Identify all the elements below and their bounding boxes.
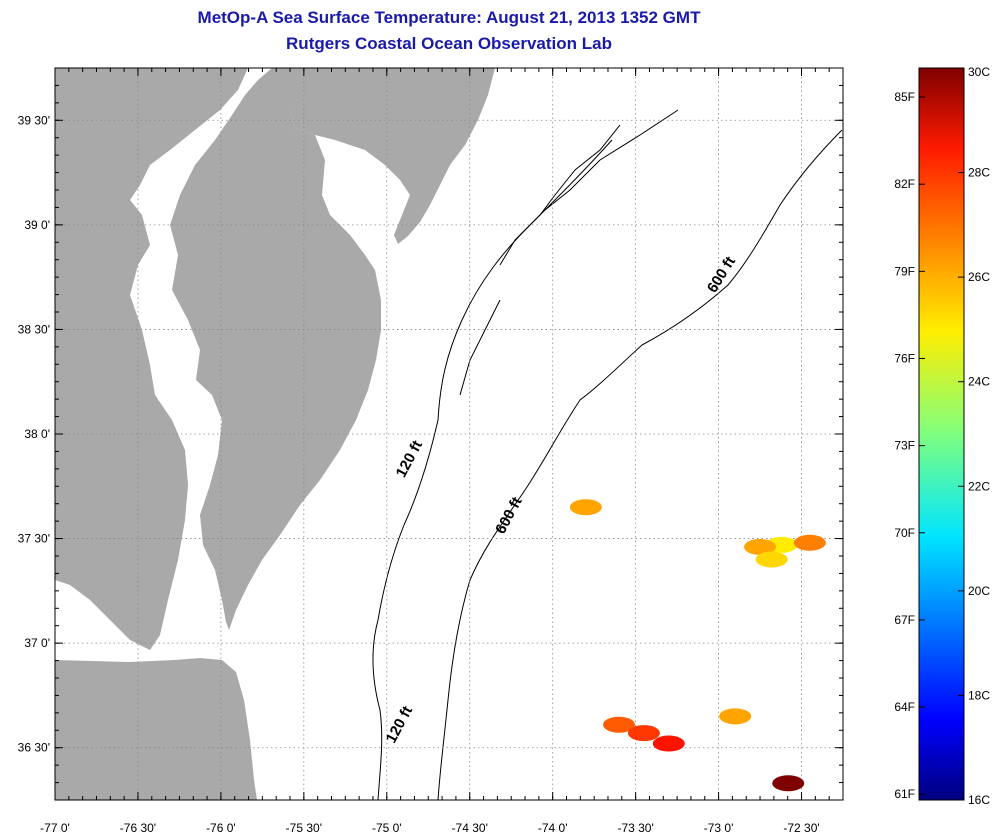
colorbar: 30C 28C 26C 24C 22C 20C 18C 16C 85F 82F 79F 76F 73F… (894, 65, 990, 807)
axis-ticks (54, 67, 844, 801)
land-western-shore (55, 68, 248, 650)
contour-shelf-detail-3 (459, 299, 501, 396)
sst-patch (627, 725, 660, 742)
colorbar-label-f: 67F (894, 613, 915, 627)
colorbar-label-c: 30C (968, 65, 990, 79)
lat-tick-label: 38 30' (18, 322, 50, 336)
lon-tick-label: -73 0' (704, 821, 734, 835)
sst-patch (652, 735, 685, 752)
sst-patch (744, 538, 777, 555)
colorbar-fahrenheit-labels: 85F 82F 79F 76F 73F 70F 67F 64F 61F (894, 90, 915, 801)
lat-tick-label: 39 30' (18, 113, 50, 127)
colorbar-label-f: 79F (894, 264, 915, 278)
sst-patch (755, 551, 788, 568)
sst-layer (569, 499, 826, 792)
colorbar-label-c: 26C (968, 270, 990, 284)
sst-patch (603, 716, 636, 733)
colorbar-label-c: 22C (968, 479, 990, 493)
lon-tick-label: -72 30' (783, 821, 819, 835)
colorbar-label-f: 76F (894, 351, 915, 365)
lat-tick-label: 36 30' (18, 741, 50, 755)
bathymetry-contours (372, 109, 843, 800)
colorbar-label-f: 61F (894, 787, 915, 801)
title-line-1: MetOp-A Sea Surface Temperature: August … (198, 8, 702, 27)
colorbar-label-f: 82F (894, 177, 915, 191)
colorbar-label-f: 70F (894, 526, 915, 540)
land-south-virginia (55, 658, 257, 800)
lon-tick-label: -75 0' (372, 821, 402, 835)
colorbar-label-c: 24C (968, 375, 990, 389)
colorbar-gradient (918, 67, 965, 801)
lat-tick-label: 39 0' (24, 218, 50, 232)
colorbar-ticks (919, 67, 964, 801)
lat-tick-label: 37 30' (18, 532, 50, 546)
lon-tick-label: -73 30' (617, 821, 653, 835)
colorbar-label-f: 64F (894, 700, 915, 714)
colorbar-label-c: 20C (968, 584, 990, 598)
lon-tick-label: -76 30' (120, 821, 156, 835)
lon-tick-label: -75 30' (286, 821, 322, 835)
colorbar-label-f: 85F (894, 90, 915, 104)
sst-patch (719, 708, 752, 725)
lat-tick-label: 37 0' (24, 636, 50, 650)
lon-tick-label: -74 30' (452, 821, 488, 835)
sst-patch (772, 775, 805, 792)
colorbar-label-c: 18C (968, 688, 990, 702)
colorbar-label-c: 28C (968, 166, 990, 180)
lat-tick-label: 38 0' (24, 427, 50, 441)
colorbar-label-f: 73F (894, 439, 915, 453)
contour-shelf-detail-2 (544, 109, 679, 211)
lon-tick-label: -77 0' (40, 821, 70, 835)
sst-patch (569, 499, 602, 516)
title-line-2: Rutgers Coastal Ocean Observation Lab (286, 34, 612, 53)
contour-shelf-detail-1 (499, 124, 621, 266)
colorbar-celsius-labels: 30C 28C 26C 24C 22C 20C 18C 16C (968, 65, 990, 807)
lon-tick-label: -76 0' (206, 821, 236, 835)
land-new-jersey (290, 68, 495, 244)
latitude-labels: 39 30' 39 0' 38 30' 38 0' 37 30' 37 0' 36 30' (18, 113, 50, 754)
land-layer (55, 68, 495, 800)
contour-600ft (437, 129, 843, 800)
colorbar-label-c: 16C (968, 793, 990, 807)
sst-patch (793, 534, 826, 551)
longitude-labels: -77 0' -76 30' -76 0' -75 30' -75 0' -74 30' -… (40, 821, 820, 835)
land-delmarva (170, 68, 381, 630)
lon-tick-label: -74 0' (538, 821, 568, 835)
